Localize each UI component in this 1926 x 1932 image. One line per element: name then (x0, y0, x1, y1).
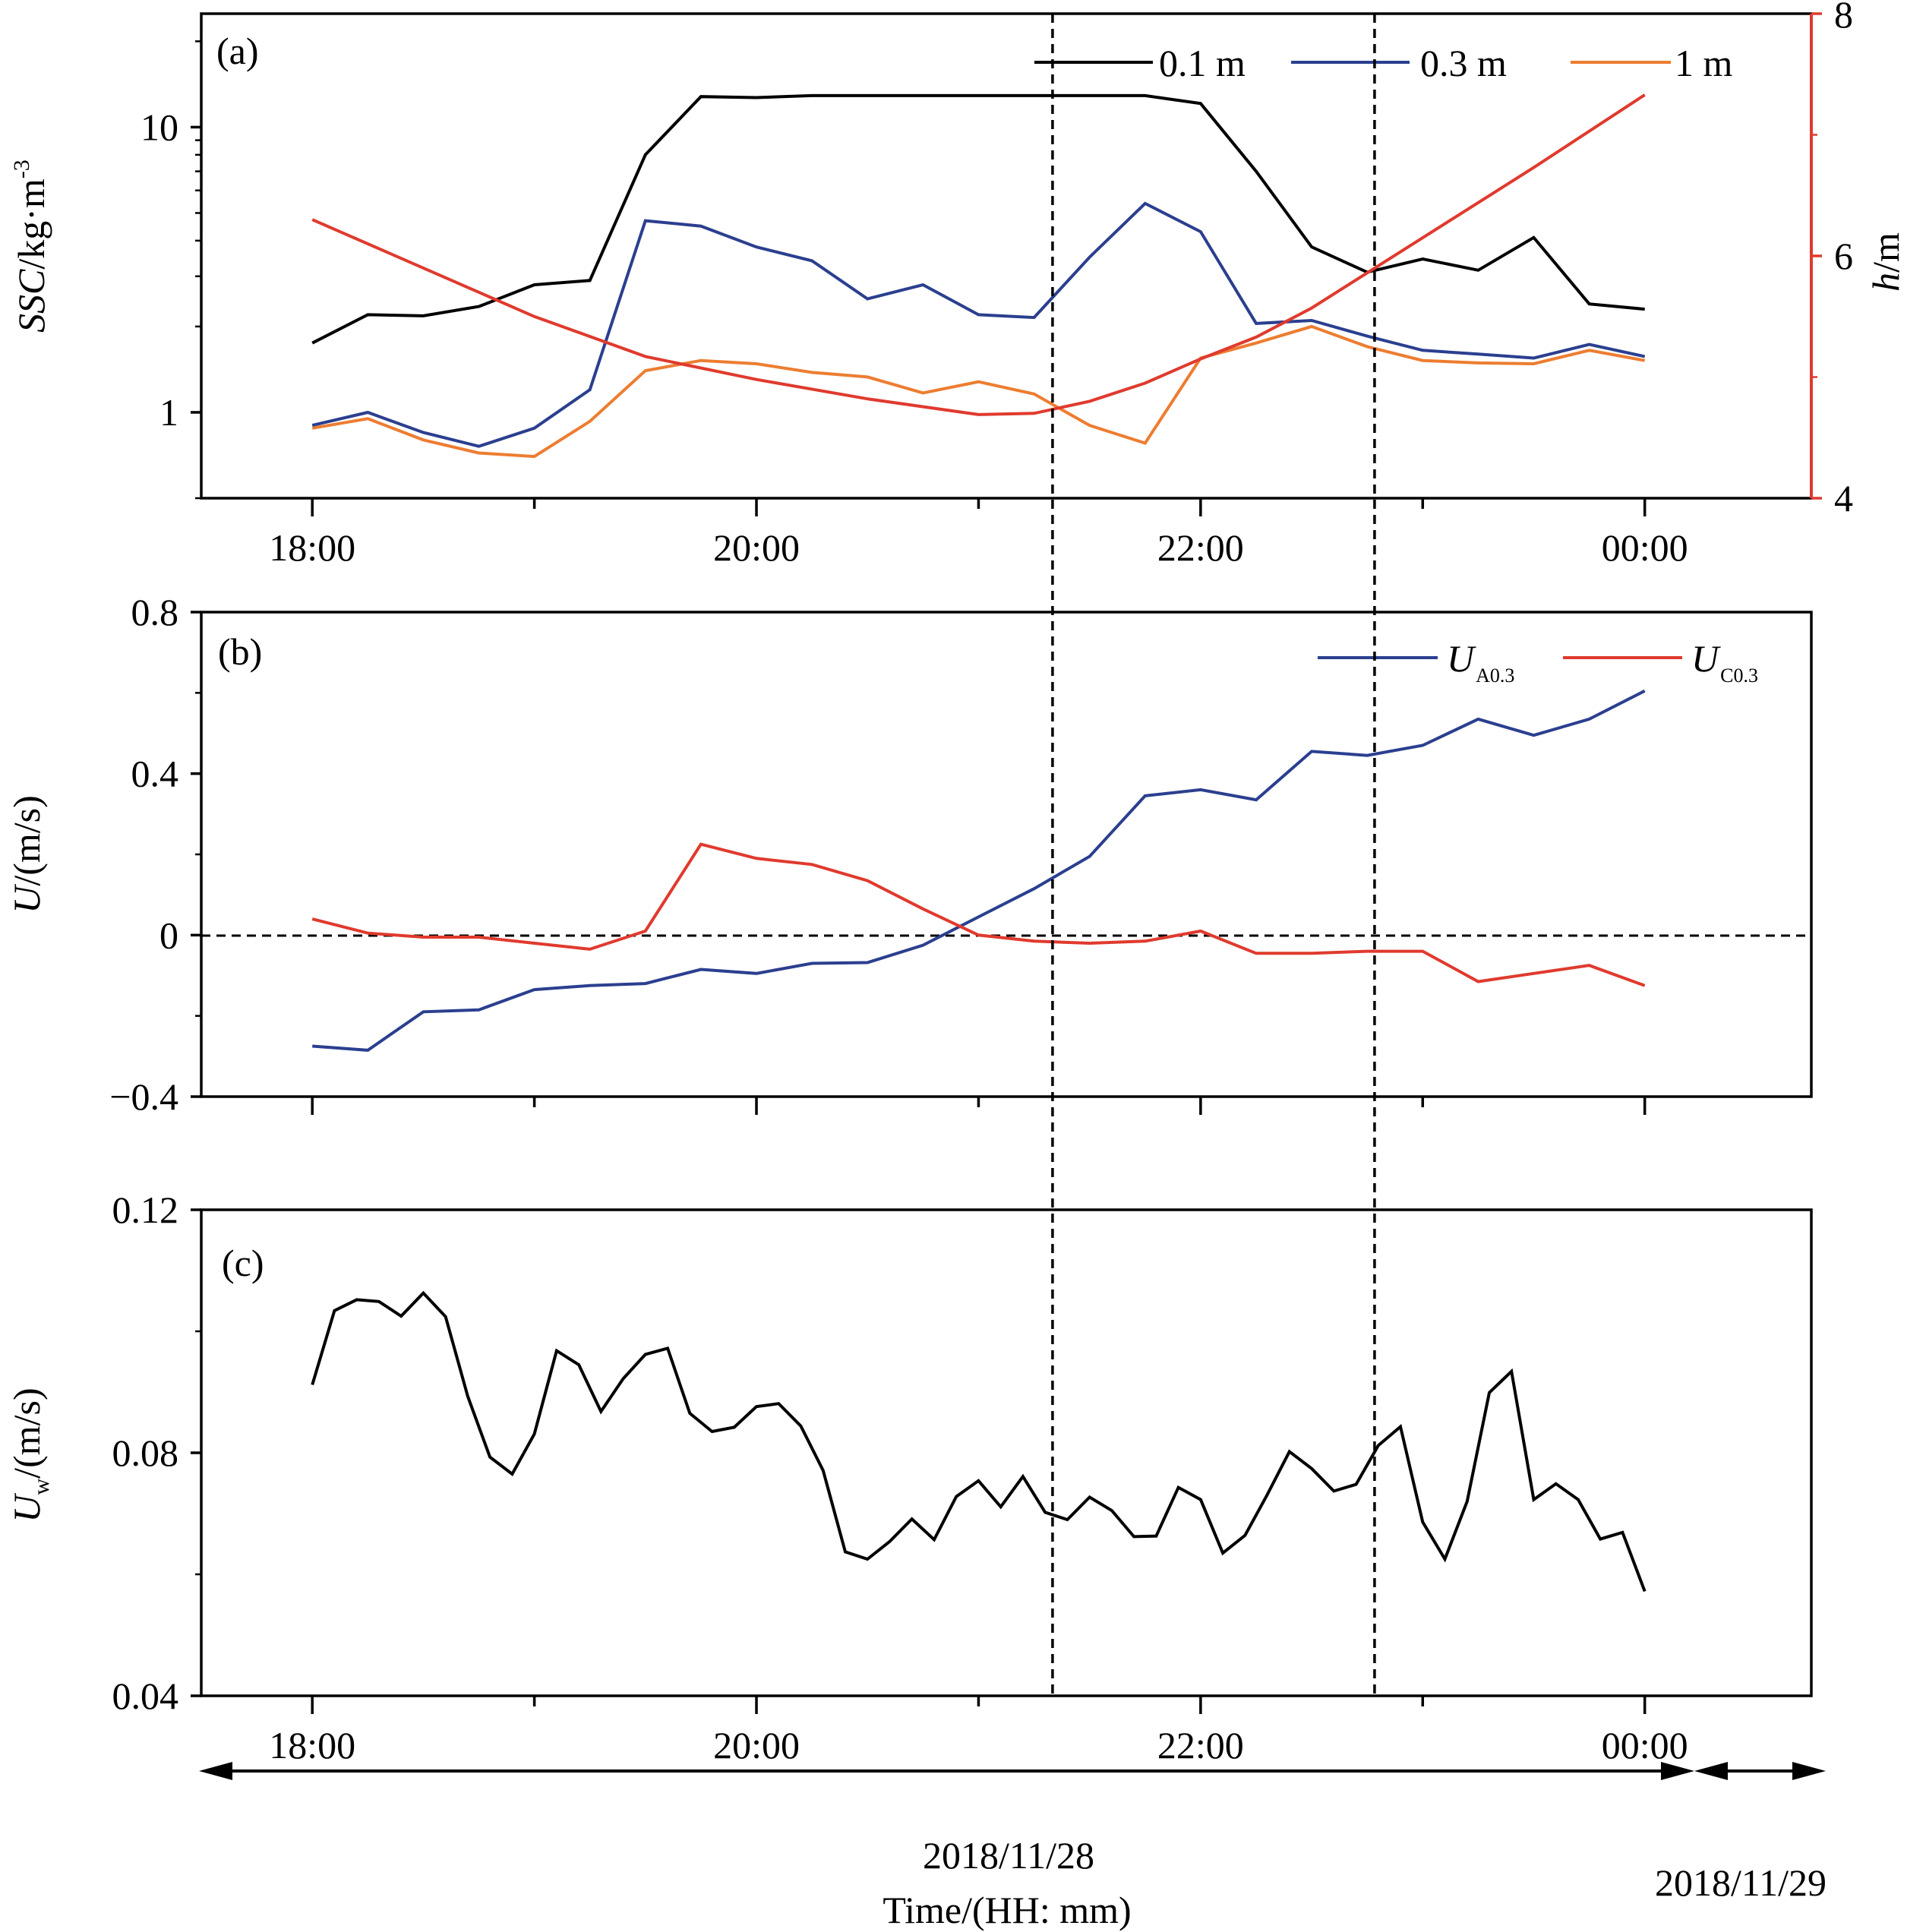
panel-a-right-tick-label: 4 (1834, 477, 1853, 519)
panel-a-y-tick-label: 10 (141, 106, 178, 148)
legend-uc03-symbol: U (1691, 637, 1721, 680)
date-label-2018-11-29: 2018/11/29 (1655, 1861, 1827, 1904)
legend-label-ua03: UA0.3 (1447, 637, 1514, 687)
panel-a-y-title-units: /kg·m (10, 178, 52, 270)
panel-a-x-axis: 18:00 20:00 22:00 00:00 (269, 498, 1688, 569)
panel-a-x-tick-label: 22:00 (1157, 526, 1244, 569)
panel-a-tag: (a) (216, 30, 259, 72)
series-line-a-0-3-m (311, 201, 1646, 448)
panel-b-y-axis-title: U/(m/s) (5, 795, 48, 914)
panel-b-x-axis (311, 1097, 1647, 1115)
panel-a-x-tick-label: 18:00 (269, 526, 355, 569)
series-line-c-series-0 (311, 1290, 1647, 1593)
panel-c-x-tick-label: 00:00 (1602, 1724, 1688, 1766)
date-label-2018-11-28: 2018/11/28 (923, 1834, 1094, 1877)
legend-label-uc03: UC0.3 (1691, 637, 1758, 687)
panel-c-y-title-units: /(m/s) (5, 1387, 48, 1478)
panel-b-legend: UA0.3 UC0.3 (1318, 637, 1758, 687)
panel-b-y-tick-label: 0 (159, 914, 178, 956)
panel-b-tag: (b) (218, 630, 262, 673)
panel-c-x-axis: 18:00 20:00 22:00 00:00 (269, 1696, 1688, 1766)
panel-a-y-title-italic: SSC (10, 269, 52, 333)
panel-a-right-title-units: /m (1864, 232, 1907, 273)
legend-label-1m: 1 m (1675, 42, 1733, 84)
panel-c-y-tick-label: 0.04 (112, 1675, 179, 1717)
panel-a-series (311, 93, 1646, 459)
chart-panel-b: (b) −0.400.40.8 U/(m/s) UA0.3 UC0.3 (5, 591, 1813, 1118)
panel-a-frame (200, 12, 1813, 500)
panel-b-y-axis: −0.4 0 0.4 0.8 (109, 591, 201, 1118)
panel-c-x-tick-label: 18:00 (269, 1724, 355, 1766)
date-arrow-day2-right-head (1792, 1762, 1826, 1780)
panel-b-y-tick-label: −0.4 (109, 1075, 178, 1118)
legend-ua03-sub: A0.3 (1476, 665, 1514, 687)
date-arrow-day1-right-head (1661, 1762, 1694, 1780)
panel-c-y-title-sub: w (29, 1479, 54, 1495)
date-range-annotation: 2018/11/28 2018/11/29 Time/(HH: mm) (199, 1762, 1827, 1931)
chart-panel-a: (a) 1 10 4 6 8 18:00 20:00 22:00 00:00 SSC/kg·… (9, 0, 1907, 569)
series-line-a-1-m (311, 324, 1646, 459)
event-lines (1051, 14, 1376, 1696)
x-axis-title: Time/(HH: mm) (882, 1889, 1131, 1931)
panel-c-y-tick-label: 0.12 (112, 1189, 179, 1231)
date-arrow-day2-left-head (1694, 1762, 1728, 1780)
panel-b-y-title-units: /(m/s) (5, 795, 48, 886)
panel-a-y-axis-title: SSC/kg·m-3 (9, 159, 52, 333)
panel-a-right-y-axis: 4 6 8 (1810, 0, 1853, 519)
panel-a-right-tick-label: 8 (1834, 0, 1853, 36)
series-line-a-0-1-m (311, 93, 1645, 345)
panel-c-y-axis-title: Uw/(m/s) (5, 1387, 54, 1522)
legend-label-0-1m: 0.1 m (1159, 42, 1246, 84)
panel-c-x-tick-label: 20:00 (713, 1724, 800, 1766)
panel-a-right-tick-label: 6 (1834, 235, 1853, 277)
panel-a-x-tick-label: 00:00 (1602, 526, 1688, 569)
series-line-b-ua0-3 (312, 689, 1646, 1052)
panel-b-y-tick-label: 0.8 (131, 591, 179, 633)
panel-a-x-tick-label: 20:00 (713, 526, 800, 569)
panel-b-y-tick-label: 0.4 (131, 753, 179, 795)
panel-a-y-axis: 1 10 (141, 40, 201, 500)
panel-c-y-axis: 0.04 0.08 0.12 (112, 1189, 201, 1717)
panel-b-series (311, 689, 1646, 1052)
series-line-a-h (311, 93, 1646, 416)
panel-a-legend: 0.1 m 0.3 m 1 m (1034, 42, 1733, 84)
panel-b-frame (200, 611, 1813, 1098)
panel-c-series (311, 1290, 1647, 1593)
panel-a-right-title-italic: h (1864, 273, 1907, 292)
panel-c-frame (200, 1208, 1813, 1697)
panel-a-y-title-exponent: -3 (9, 159, 34, 178)
panel-c-y-title-italic: U (5, 1493, 48, 1523)
legend-uc03-sub: C0.3 (1720, 665, 1758, 687)
date-arrow-day1-left-head (199, 1762, 232, 1780)
series-line-b-uc0-3 (311, 842, 1646, 987)
panel-a-right-axis-title: h/m (1864, 232, 1907, 292)
legend-label-0-3m: 0.3 m (1420, 42, 1507, 84)
panel-a-y-tick-label: 1 (159, 391, 178, 434)
chart-panel-c: (c) 0.04 0.08 0.12 18:00 20:00 22:00 00:00 Uw… (5, 1189, 1813, 1766)
legend-ua03-symbol: U (1447, 637, 1476, 680)
panel-c-y-tick-label: 0.08 (112, 1432, 179, 1474)
panel-c-tag: (c) (222, 1242, 264, 1284)
panel-b-y-title-italic: U (5, 884, 48, 914)
panel-c-x-tick-label: 22:00 (1157, 1724, 1244, 1766)
